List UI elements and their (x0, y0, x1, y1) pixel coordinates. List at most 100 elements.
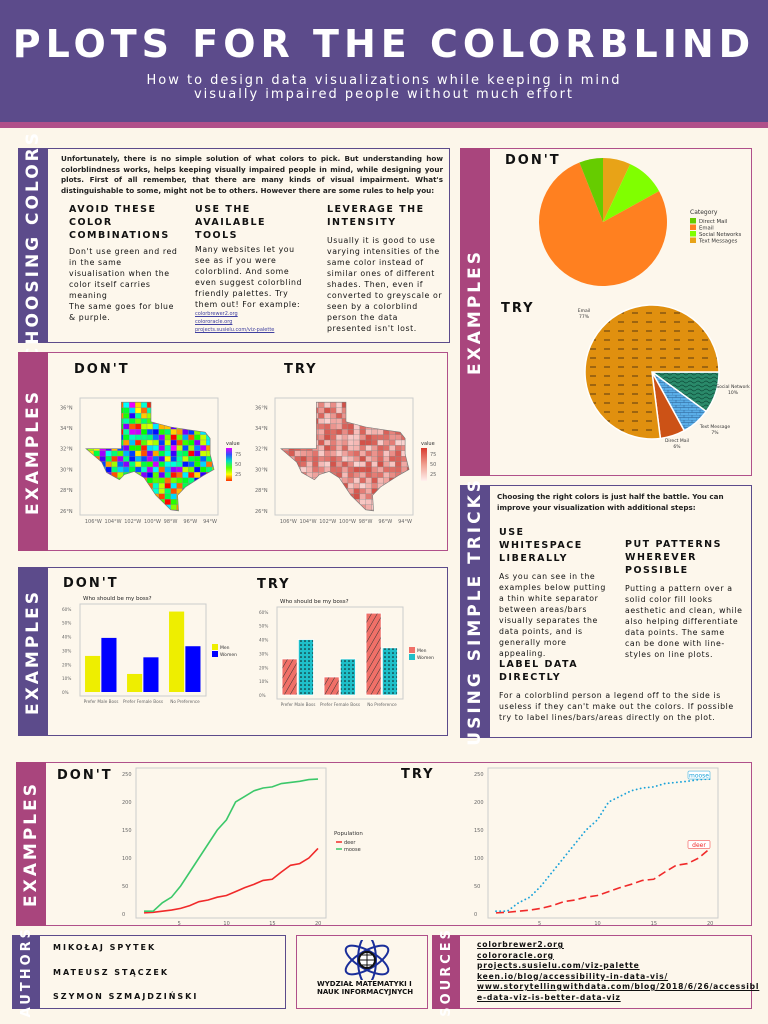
county-cell (99, 450, 106, 457)
try-heading: TRY (284, 362, 318, 377)
county-cell (371, 434, 378, 441)
author-name: MATEUSZ STĄCZEK (53, 968, 170, 977)
line-chart-dont: 0 50 100 150 200 250 5 10 15 20 Population deermoos… (122, 767, 363, 925)
county-cell (306, 466, 313, 473)
county-cell (182, 450, 189, 457)
county-cell (365, 450, 372, 457)
county-cell (395, 439, 402, 446)
slice-label: Email (578, 308, 591, 314)
county-cell (330, 456, 337, 462)
x-tick-label: Prefer Male Boss (281, 702, 316, 707)
county-cell (330, 407, 337, 414)
county-cell (347, 450, 355, 457)
county-cell (176, 482, 183, 489)
county-cell (188, 466, 195, 473)
county-cell (140, 412, 148, 419)
county-cell (218, 462, 224, 467)
x-tick-label: 94°W (203, 519, 217, 525)
pie-slice-email (539, 162, 667, 286)
poster-subtitle: How to design data visualizations while … (0, 74, 768, 102)
county-cell (330, 450, 337, 457)
county-cell (194, 461, 201, 468)
county-cell (324, 450, 331, 457)
y-tick-label: 34°N (60, 426, 73, 432)
county-cell (111, 456, 118, 462)
link[interactable]: colorbrewer2.org (195, 311, 238, 317)
link[interactable]: colororacle.org (195, 319, 233, 325)
county-cell (413, 478, 419, 483)
county-cell (158, 434, 165, 441)
county-cell (158, 450, 165, 457)
legend-label: Men (417, 648, 427, 654)
county-cell (182, 434, 189, 441)
county-cell (359, 439, 366, 446)
y-tick-label: 30°N (60, 467, 73, 473)
county-cell (330, 434, 337, 441)
county-cell (146, 450, 154, 457)
county-cell (218, 413, 224, 418)
source-link[interactable]: www.storytellingwithdata.com/blog/2018/6… (477, 982, 760, 991)
county-cell (330, 466, 337, 473)
county-cell (164, 493, 171, 500)
source-link[interactable]: e-data-viz-is-better-data-viz (477, 992, 621, 1002)
county-cell (188, 434, 195, 441)
county-cell (335, 450, 343, 457)
county-cell (182, 466, 189, 473)
county-cell (99, 456, 106, 462)
county-cell (135, 407, 142, 414)
county-cell (188, 456, 195, 462)
y-tick-label: 36°N (255, 405, 268, 411)
county-cell (146, 423, 154, 430)
county-cell (176, 461, 183, 468)
county-cell (170, 472, 177, 478)
y-tick-label: 32°N (60, 447, 73, 453)
county-cell (129, 434, 136, 441)
source-link[interactable]: colorbrewer2.org (477, 940, 564, 949)
county-cell (176, 434, 183, 441)
county-cell (406, 466, 410, 473)
intro-text: Choosing the right colors is just half t… (497, 492, 724, 512)
county-cell (395, 461, 402, 468)
y-tick-label: 30% (62, 648, 71, 653)
x-tick-label: 100°W (144, 519, 161, 525)
county-cell (176, 450, 183, 457)
legend-label: Email (699, 226, 714, 232)
choosing-colors-panel: CHOOSING COLORS Unfortunately, there is … (18, 130, 450, 361)
county-cell (371, 477, 378, 484)
county-cell (140, 429, 148, 435)
county-cell (194, 472, 201, 478)
county-cell (383, 450, 390, 457)
legend-label: Women (417, 655, 434, 661)
county-cell (176, 429, 183, 435)
county-cell (176, 456, 183, 462)
x-tick-label: 5 (178, 921, 181, 925)
bar-men (281, 658, 298, 696)
county-cell (294, 450, 301, 457)
source-link[interactable]: projects.susielu.com/viz-palette (477, 961, 640, 970)
county-cell (377, 461, 384, 468)
county-cell (158, 472, 165, 478)
county-cell (206, 461, 213, 468)
county-cell (218, 488, 224, 493)
link[interactable]: projects.susielu.com/viz-palette (195, 327, 275, 333)
county-cell (335, 418, 343, 425)
county-cell (359, 499, 366, 505)
county-cell (158, 445, 165, 451)
county-cell (129, 412, 136, 419)
county-cell (164, 450, 171, 457)
county-cell (152, 445, 160, 451)
county-cell (146, 456, 154, 462)
source-link[interactable]: colororacle.org (477, 950, 554, 960)
county-cell (324, 429, 331, 435)
county-cell (312, 456, 319, 462)
county-cell (359, 461, 366, 468)
county-cell (341, 477, 349, 484)
county-cell (401, 461, 408, 468)
county-cell (170, 499, 177, 505)
county-cell (312, 466, 319, 473)
county-cell (413, 440, 419, 445)
county-cell (341, 466, 349, 473)
county-cell (383, 461, 390, 468)
source-link[interactable]: keen.io/blog/accessibility-in-data-vis/ (477, 971, 669, 981)
